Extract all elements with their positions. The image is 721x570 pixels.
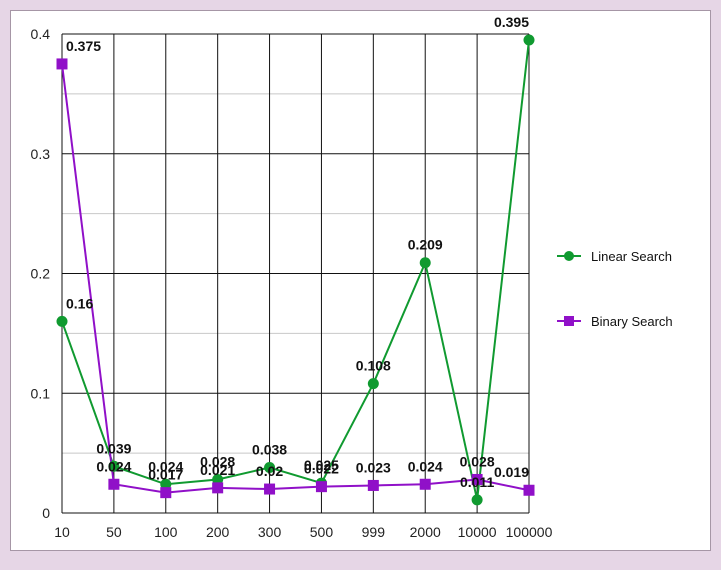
x-tick-label: 100000	[506, 524, 553, 540]
x-tick-label: 200	[206, 524, 230, 540]
legend-marker	[564, 251, 574, 261]
y-axis-ticks: 0 0.1 0.2 0.3 0.4	[31, 26, 51, 521]
data-label: 0.023	[356, 459, 391, 475]
x-tick-label: 100	[154, 524, 178, 540]
line-chart: 0 0.1 0.2 0.3 0.4 10 50 100 200 300 500 999 2000 100…	[31, 14, 673, 540]
data-point	[56, 58, 68, 70]
data-point	[315, 481, 327, 493]
data-point	[367, 378, 379, 390]
x-axis-ticks: 10 50 100 200 300 500 999 2000 10000 100000	[54, 524, 552, 540]
data-label: 0.209	[408, 237, 443, 253]
legend-label: Binary Search	[591, 314, 673, 329]
data-point	[108, 460, 120, 472]
data-label: 0.017	[148, 467, 183, 483]
data-label: 0.019	[494, 464, 529, 480]
y-tick-label: 0.4	[31, 26, 51, 42]
data-label: 0.024	[148, 458, 183, 474]
series-line	[61, 63, 530, 494]
data-point	[56, 315, 68, 327]
y-tick-label: 0	[42, 505, 50, 521]
data-label: 0.024	[96, 458, 131, 474]
data-point	[419, 478, 431, 490]
data-point	[108, 478, 120, 490]
data-point	[264, 461, 276, 473]
y-tick-label: 0.1	[31, 385, 51, 401]
y-tick-label: 0.2	[31, 266, 51, 282]
data-label: 0.039	[96, 440, 131, 456]
major-gridlines	[61, 33, 530, 514]
data-label: 0.038	[252, 441, 287, 457]
x-tick-label: 50	[106, 524, 122, 540]
data-label: 0.16	[66, 295, 93, 311]
data-point	[471, 494, 483, 506]
data-label: 0.022	[304, 461, 339, 477]
data-point	[523, 484, 535, 496]
data-point	[471, 473, 483, 485]
legend-label: Linear Search	[591, 249, 672, 264]
data-labels: 0.16 0.039 0.024 0.028 0.038 0.025 0.108 0.209 0…	[66, 14, 529, 490]
series-line	[61, 39, 530, 501]
data-label: 0.028	[460, 453, 495, 469]
chart-frame: 0 0.1 0.2 0.3 0.4 10 50 100 200 300 500 999 2000 100…	[10, 10, 711, 551]
legend: Linear Search Binary Search	[557, 249, 673, 329]
x-tick-label: 999	[362, 524, 386, 540]
data-point	[160, 487, 172, 499]
data-label: 0.108	[356, 358, 391, 374]
data-point	[212, 482, 224, 494]
y-tick-label: 0.3	[31, 146, 51, 162]
data-point	[264, 483, 276, 495]
data-label: 0.011	[460, 474, 494, 490]
data-point	[367, 479, 379, 491]
data-label: 0.395	[494, 14, 529, 30]
x-tick-label: 300	[258, 524, 282, 540]
data-label: 0.024	[408, 458, 443, 474]
x-tick-label: 10000	[458, 524, 497, 540]
data-point	[523, 34, 535, 46]
legend-marker	[564, 316, 574, 326]
series-lines	[61, 39, 530, 501]
data-label: 0.02	[256, 463, 283, 479]
data-label: 0.021	[200, 462, 235, 478]
data-label: 0.375	[66, 38, 101, 54]
minor-gridlines	[62, 93, 529, 454]
data-label: 0.025	[304, 457, 339, 473]
series-markers	[56, 34, 535, 506]
x-tick-label: 10	[54, 524, 70, 540]
x-tick-label: 500	[310, 524, 334, 540]
data-label: 0.028	[200, 453, 235, 469]
data-point	[419, 257, 431, 269]
data-point	[160, 478, 172, 490]
x-tick-label: 2000	[410, 524, 441, 540]
data-point	[212, 473, 224, 485]
